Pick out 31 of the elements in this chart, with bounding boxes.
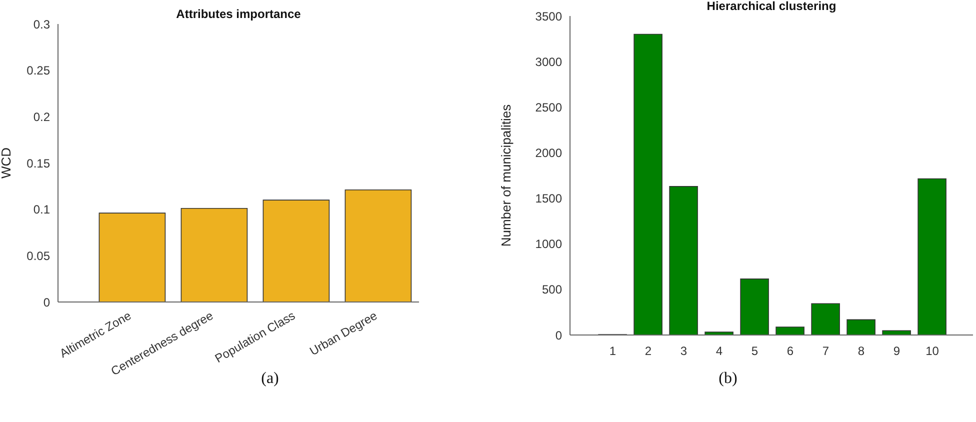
x-tick-label: 10 (926, 344, 940, 358)
chart-title: Attributes importance (175, 7, 302, 22)
y-tick-label: 0.2 (33, 110, 50, 124)
text: (a) (260, 370, 280, 388)
y-tick-label: 0.3 (33, 17, 50, 32)
x-tick-label: 8 (858, 344, 865, 358)
y-tick-label: 0.05 (26, 248, 50, 263)
y-tick-label: 0.15 (26, 156, 50, 170)
y-axis-title: WCD (0, 147, 14, 179)
y-tick-label: 0.1 (33, 202, 50, 217)
y-tick-label: 1000 (535, 237, 562, 252)
y-axis-title: Number of municipalities (498, 104, 514, 247)
y-tick-label: 0.25 (26, 64, 50, 78)
chart-title: Hierarchical clustering (706, 0, 838, 14)
y-tick-label: 500 (542, 282, 562, 297)
y-tick-label: 2000 (535, 146, 562, 160)
x-tick-label: 7 (822, 344, 830, 358)
x-tick-label: 5 (751, 344, 758, 358)
y-tick-label: 1500 (535, 192, 562, 206)
y-tick-label: 3000 (535, 54, 562, 69)
y-tick-label: 0 (555, 328, 562, 342)
x-tick-label: 9 (893, 344, 900, 358)
x-tick-label: 2 (644, 344, 652, 358)
x-tick-label: 6 (786, 344, 794, 358)
y-tick-label: 3500 (535, 9, 562, 24)
y-tick-label: 2500 (535, 100, 562, 114)
x-tick-label: 1 (609, 344, 616, 358)
x-tick-label: 4 (716, 344, 723, 358)
text: (b) (718, 370, 738, 388)
x-tick-label: 3 (680, 344, 688, 358)
y-tick-label: 0 (43, 295, 50, 310)
